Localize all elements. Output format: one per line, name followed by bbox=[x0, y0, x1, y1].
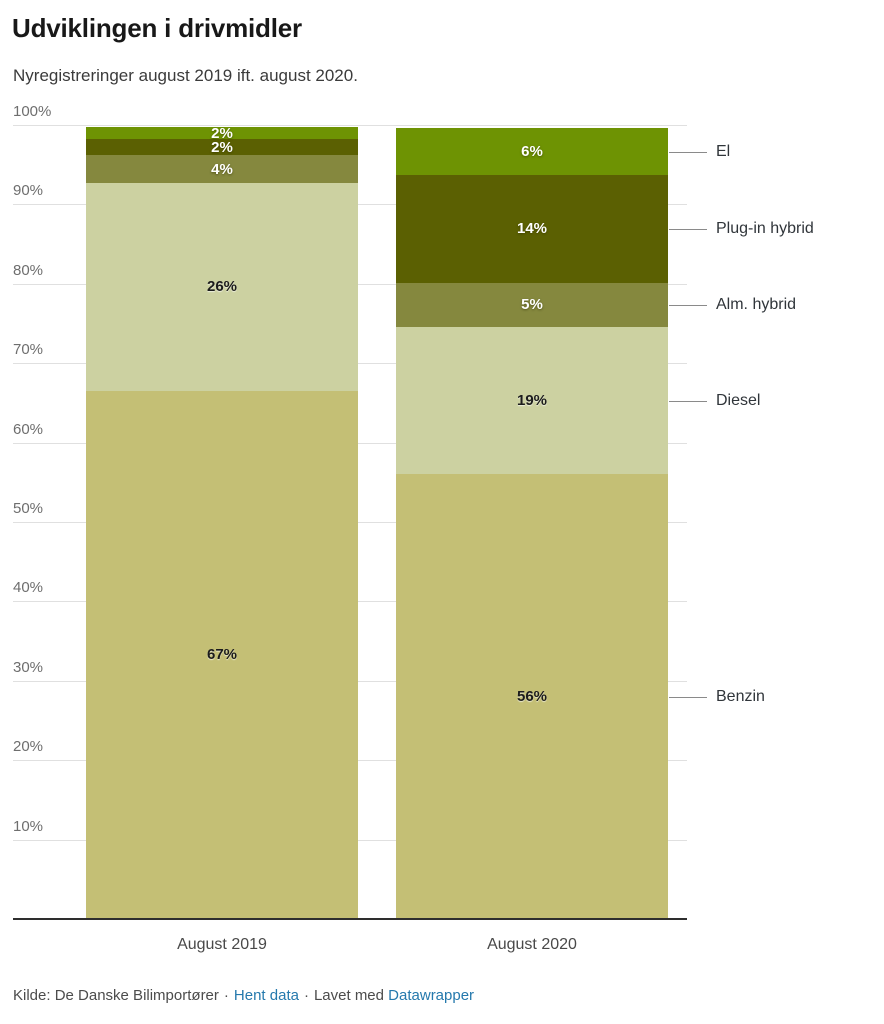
source-text: Kilde: De Danske Bilimportører bbox=[13, 987, 219, 1004]
segment-value-label: 5% bbox=[521, 296, 543, 314]
segment-value-label: 67% bbox=[206, 646, 238, 664]
segment-value-label: 4% bbox=[211, 160, 233, 178]
y-tick-label-30: 30% bbox=[13, 659, 44, 676]
series-label-benzin: Benzin bbox=[716, 688, 765, 705]
segment-value-label: 56% bbox=[516, 688, 548, 706]
leader-line-alm-hybrid bbox=[669, 305, 707, 306]
bar-segment-august-2020-diesel[interactable]: 19% bbox=[396, 326, 668, 475]
leader-line-el bbox=[669, 152, 707, 153]
segment-value-label: 26% bbox=[206, 278, 238, 296]
bar-segment-august-2019-el[interactable]: 2% bbox=[86, 124, 358, 142]
gridline-100 bbox=[13, 125, 687, 126]
leader-line-diesel bbox=[669, 401, 707, 402]
made-with-text: Lavet med bbox=[313, 987, 384, 1004]
y-tick-label-80: 80% bbox=[13, 262, 44, 279]
leader-line-benzin bbox=[669, 697, 707, 698]
segment-value-label: 2% bbox=[211, 124, 233, 142]
segment-value-label: 2% bbox=[211, 138, 233, 156]
y-tick-label-10: 10% bbox=[13, 818, 44, 835]
y-tick-label-50: 50% bbox=[13, 500, 44, 517]
bar-segment-august-2020-el[interactable]: 6% bbox=[396, 128, 668, 175]
y-tick-label-100: 100% bbox=[13, 103, 52, 120]
separator-dot: · bbox=[303, 987, 309, 1004]
hent-data-link[interactable]: Hent data bbox=[233, 987, 299, 1004]
series-label-plug-in-hybrid: Plug-in hybrid bbox=[716, 220, 814, 237]
x-axis-label-august-2019: August 2019 bbox=[177, 936, 267, 953]
bar-segment-august-2019-plug-in-hybrid[interactable]: 2% bbox=[86, 138, 358, 156]
y-tick-label-60: 60% bbox=[13, 421, 44, 438]
segment-value-label: 19% bbox=[516, 392, 548, 410]
bar-segment-august-2019-diesel[interactable]: 26% bbox=[86, 182, 358, 391]
segment-value-label: 6% bbox=[521, 143, 543, 161]
footer: Kilde: De Danske Bilimportører · Hent data… bbox=[13, 986, 474, 1005]
bar-segment-august-2020-benzin[interactable]: 56% bbox=[396, 474, 668, 919]
y-tick-label-20: 20% bbox=[13, 738, 44, 755]
chart-title: Udviklingen i drivmidler bbox=[12, 13, 302, 43]
chart-subtitle: Nyregistreringer august 2019 ift. august… bbox=[13, 66, 358, 85]
series-label-alm-hybrid: Alm. hybrid bbox=[716, 296, 797, 313]
bar-segment-august-2020-plug-in-hybrid[interactable]: 14% bbox=[396, 174, 668, 283]
bar-segment-august-2019-benzin[interactable]: 67% bbox=[86, 390, 358, 919]
leader-line-plug-in-hybrid bbox=[669, 229, 707, 230]
y-tick-label-90: 90% bbox=[13, 182, 44, 199]
series-label-diesel: Diesel bbox=[716, 392, 761, 409]
x-axis-label-august-2020: August 2020 bbox=[487, 936, 577, 953]
series-label-el: El bbox=[716, 143, 731, 160]
x-axis-line bbox=[13, 918, 687, 920]
y-tick-label-70: 70% bbox=[13, 341, 44, 358]
bar-august-2019: 2% 2% 4% 26% 67% bbox=[86, 124, 358, 919]
separator-dot: · bbox=[223, 987, 229, 1004]
bar-segment-august-2020-alm-hybrid[interactable]: 5% bbox=[396, 282, 668, 327]
y-tick-label-40: 40% bbox=[13, 579, 44, 596]
segment-value-label: 14% bbox=[516, 220, 548, 238]
bar-segment-august-2019-alm-hybrid[interactable]: 4% bbox=[86, 155, 358, 183]
datawrapper-link[interactable]: Datawrapper bbox=[388, 987, 475, 1004]
bar-august-2020: 6% 14% 5% 19% 56% bbox=[396, 128, 668, 919]
